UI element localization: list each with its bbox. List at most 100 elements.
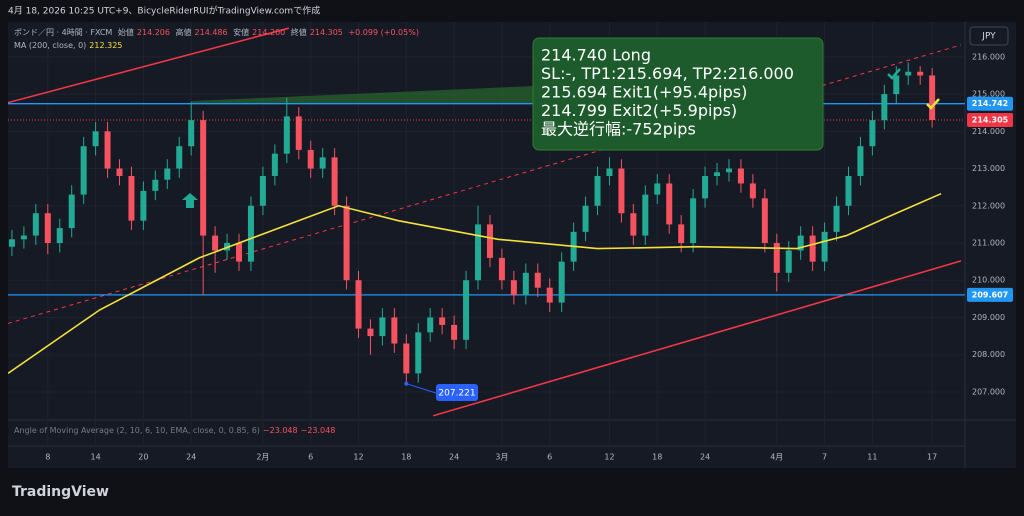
candle-body (749, 183, 756, 199)
candle-body (833, 205, 840, 232)
x-tick-label: 4月 (770, 453, 783, 462)
x-tick-label: 8 (45, 453, 50, 462)
candle-body (20, 235, 27, 240)
candle-body (92, 131, 99, 147)
candle-body (212, 235, 219, 251)
candle-body (307, 149, 314, 169)
entry-arrow (182, 193, 198, 208)
candle-body (247, 205, 254, 262)
candle-body (128, 175, 135, 221)
y-tick-label: 208.000 (972, 350, 1005, 359)
candle-body (558, 261, 565, 303)
candle-body (642, 194, 649, 236)
ohlc-label: 始値 (117, 28, 134, 37)
annotation-line: 214.799 Exit2(+5.9pips) (541, 101, 737, 120)
indicator-value: −23.048 (300, 426, 336, 435)
candle-body (869, 120, 876, 147)
x-tick-label: 18 (401, 453, 411, 462)
candle-body (403, 343, 410, 374)
y-tick-label: 207.000 (972, 387, 1005, 396)
candle-body (271, 153, 278, 176)
candle-body (678, 224, 685, 244)
low-marker-dot (404, 381, 409, 386)
y-tick-label: 214.000 (972, 127, 1005, 136)
candle-body (546, 287, 553, 303)
candle-body (845, 175, 852, 206)
trend-line (8, 27, 290, 104)
candle-body (152, 179, 159, 191)
low-marker-box (436, 384, 478, 401)
x-tick-label: 20 (138, 453, 148, 462)
annotation-line: 215.694 Exit1(+95.4pips) (541, 83, 747, 102)
y-tick-label: 213.000 (972, 164, 1005, 173)
candle-body (236, 243, 243, 262)
candle-body (104, 131, 111, 169)
caption: 4月 18, 2026 10:25 UTC+9、BicycleRiderRUIが… (8, 5, 320, 17)
candle-body (331, 157, 338, 206)
candle-body (116, 168, 123, 176)
x-tick-label: 7 (822, 453, 827, 462)
x-tick-label: 24 (449, 453, 459, 462)
x-tick-label: 6 (308, 453, 313, 462)
candle-body (32, 213, 39, 236)
x-tick-label: 24 (700, 453, 710, 462)
candle-body (498, 257, 505, 281)
candle-body (259, 175, 266, 206)
ma-legend: MA (200, close, 0) 212.325 (14, 41, 125, 50)
header-bar (0, 0, 1024, 20)
annotation-line: 最大逆行幅:-752pips (541, 120, 696, 139)
ohlc-label: 高値 (175, 28, 192, 37)
candle-body (200, 120, 207, 236)
candle-body (80, 146, 87, 195)
x-tick-label: 14 (91, 453, 101, 462)
candle-body (785, 250, 792, 273)
ohlc-value: 214.206 (136, 28, 170, 37)
candle-body (522, 272, 529, 296)
annotation-box (532, 37, 824, 151)
ma-value: 212.325 (89, 41, 123, 50)
x-tick-label: 12 (604, 453, 614, 462)
annotation-line: SL:-, TP1:215.694, TP2:216.000 (541, 64, 794, 83)
candle-body (630, 213, 637, 236)
candle-body (905, 71, 912, 76)
trend-line (432, 260, 962, 417)
ohlc-value: 214.305 (309, 28, 343, 37)
price-badge-label: 214.305 (972, 115, 1009, 124)
candle-body (857, 146, 864, 176)
y-tick-label: 210.000 (972, 276, 1005, 285)
logo[interactable]: TradingView (12, 484, 109, 500)
exit-check (926, 98, 940, 110)
low-marker-label: 207.221 (438, 389, 475, 399)
x-tick-label: 6 (547, 453, 552, 462)
currency[interactable]: JPY (981, 32, 996, 42)
candle-body (654, 183, 661, 195)
candle-body (355, 280, 362, 329)
x-tick-label: 24 (186, 453, 196, 462)
price-badge (967, 96, 1013, 111)
candle-body (821, 231, 828, 262)
candle-body (8, 239, 15, 247)
candle-body (379, 317, 386, 337)
candle-body (451, 324, 458, 340)
candle-body (702, 175, 709, 199)
candle-body (773, 243, 780, 273)
y-tick-label: 215.000 (972, 90, 1005, 99)
x-tick-label: 18 (652, 453, 662, 462)
candle-body (427, 317, 434, 333)
candle-body (56, 228, 63, 244)
candle-body (188, 120, 195, 147)
exit-check (887, 68, 901, 80)
price-badge-label: 214.742 (972, 99, 1008, 108)
candle-body (797, 235, 804, 251)
ma-line (8, 192, 942, 374)
y-tick-label: 216.000 (972, 52, 1005, 61)
candle-body (68, 194, 75, 229)
ohlc-value: 214.486 (194, 28, 228, 37)
trade-zone (192, 86, 535, 103)
candle-body (475, 224, 482, 281)
currency-box[interactable] (969, 26, 1009, 46)
ohlc-label: 終値 (290, 28, 307, 37)
candle-body (510, 280, 517, 296)
candle-body (391, 317, 398, 344)
